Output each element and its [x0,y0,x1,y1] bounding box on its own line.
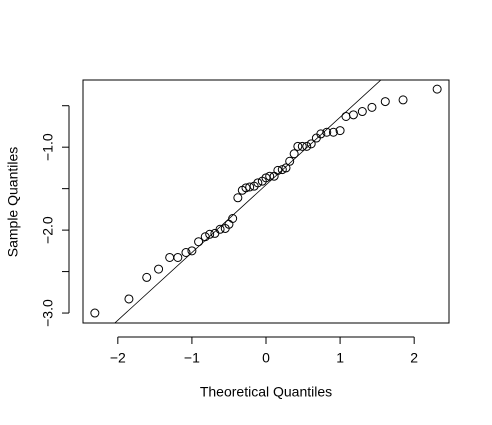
point [228,214,238,224]
point [165,252,175,262]
x-tick-label: 1 [336,350,344,366]
point [341,111,351,121]
point [302,141,312,151]
point [215,224,225,234]
point [205,229,215,239]
y-tick-label: −2.0 [40,216,56,244]
point [210,228,220,238]
point [273,165,283,175]
point [200,232,210,242]
point [328,127,338,137]
point [187,246,197,256]
point [367,102,377,112]
y-tick-label: −3.0 [40,299,56,327]
point [322,127,332,137]
point [90,308,100,318]
point [357,107,367,117]
point [380,97,390,107]
point [285,156,295,166]
point [154,264,164,274]
point [398,95,408,105]
point [173,252,183,262]
plot-frame [82,79,450,324]
point [253,178,263,188]
point [233,193,243,203]
point [297,141,307,151]
point [348,110,358,120]
point [335,126,345,136]
point [289,149,299,159]
x-tick-label: −2 [110,350,126,366]
point [194,237,204,247]
point [245,182,255,192]
x-tick-label: 0 [262,350,270,366]
point [293,141,303,151]
point [124,294,134,304]
y-axis-label: Sample Quantiles [5,147,21,258]
x-tick-label: −1 [184,350,200,366]
point [181,248,191,258]
reference-line [114,80,382,323]
point [432,84,442,94]
point [316,129,326,139]
point [142,272,152,282]
x-tick-label: 2 [410,350,418,366]
point [265,171,275,181]
y-tick-label: −1.0 [40,133,56,161]
x-axis-label: Theoretical Quantiles [200,384,332,400]
point [306,139,316,149]
point [281,163,291,173]
